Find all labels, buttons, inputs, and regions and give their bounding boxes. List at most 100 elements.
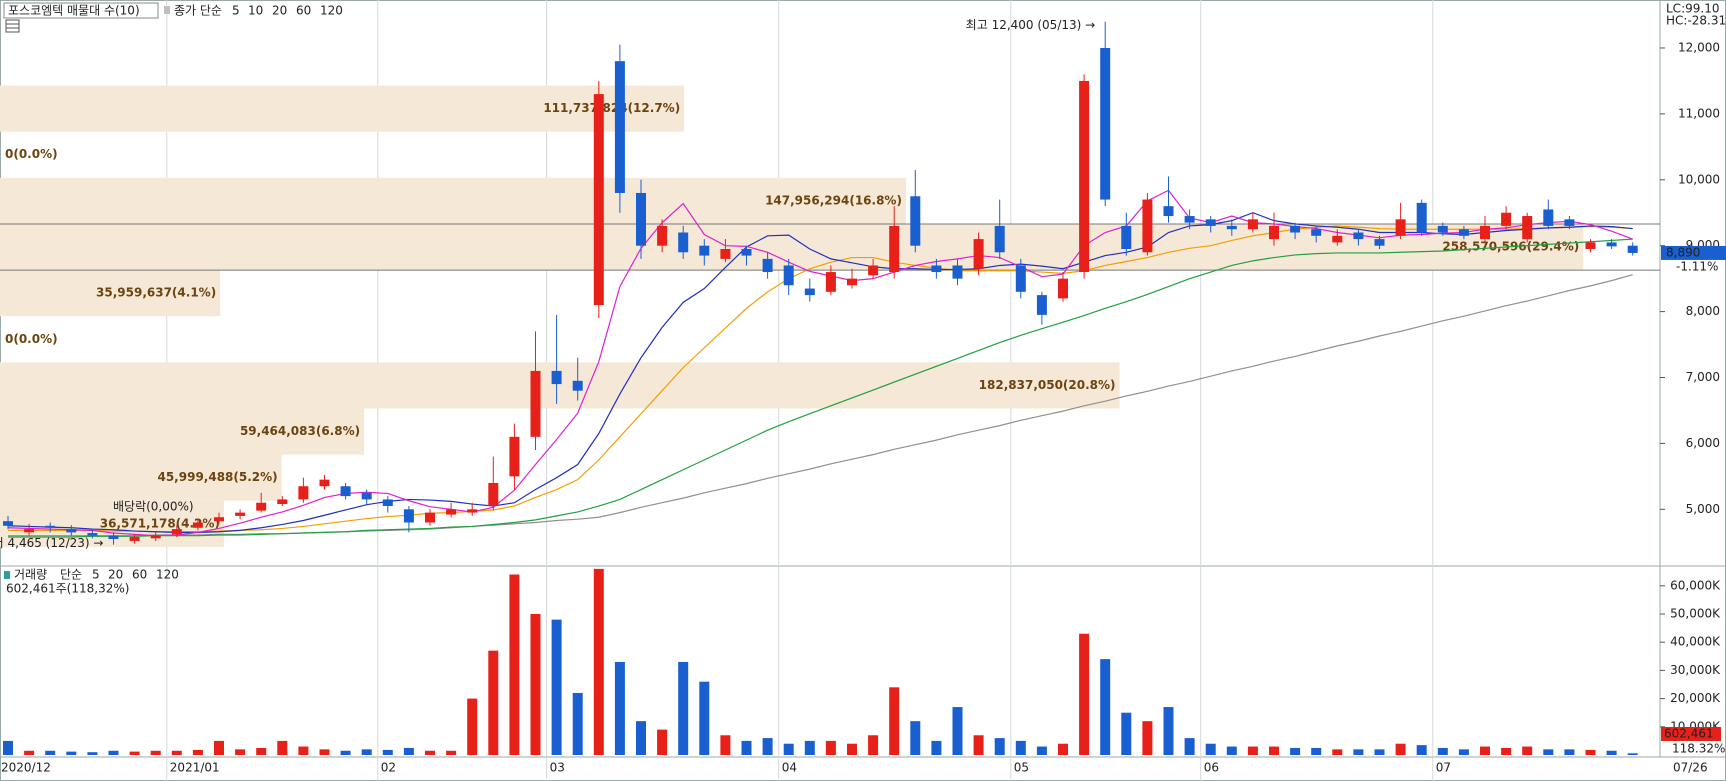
volume-bar [192,749,203,755]
volume-bar [530,613,541,755]
candle-body [1015,265,1026,292]
legend-title: 종가 단순 [174,4,222,18]
volume-bar [509,574,520,755]
candle-body [1522,216,1533,240]
volume-bar [129,751,140,755]
volume-bar [361,749,372,755]
last-volume-box [1661,727,1721,741]
candle-body [1395,219,1406,236]
y-tick-label: 12,000 [1678,40,1720,54]
candle-body [699,245,710,256]
volume-bar [910,721,921,755]
volume-bar [741,740,752,755]
volume-profile-label: 0(0.0%) [5,332,58,346]
x-tick-label: 2020/12 [1,761,51,775]
volume-legend-title: 단순 [60,568,82,582]
x-tick-label: 03 [550,761,565,775]
y-tick-label: 7,000 [1686,370,1720,384]
x-tick-label: 06 [1204,761,1219,775]
candle-body [1226,225,1237,230]
candle-body [150,535,161,539]
y-tick-label: 10,000 [1678,172,1720,186]
x-tick-label: 2021/01 [170,761,220,775]
candle-body [1290,225,1301,233]
candle-body [24,529,35,533]
volume-profile-bar [0,362,1120,409]
candle-body [1501,212,1512,226]
candle-body [1184,216,1195,223]
legend-swatch [4,571,10,579]
last-ratio-label: 118.32% [1672,742,1725,756]
volume-profile-bar [0,85,685,132]
candle-body [636,192,646,246]
candle-body [1606,242,1617,247]
y-tick-label: 20,000K [1670,691,1721,705]
volume-bar [1205,743,1216,755]
legend-entry: 60 [132,568,147,582]
candle-body [1247,219,1258,230]
change-label: -1.11% [1676,259,1718,273]
candle-body [298,486,309,500]
volume-bar [1311,747,1322,755]
volume-bar [45,750,56,755]
candle-body [1100,47,1111,200]
volume-bar [1269,746,1279,755]
volume-bar [1522,746,1533,755]
ma-line [8,225,1633,533]
low-annotation: 최저 4,465 (12/23) → [0,536,104,550]
candle-body [108,535,119,539]
volume-bar [804,740,815,755]
y-tick-label: 60,000K [1670,578,1721,592]
candle-body [1142,199,1153,253]
volume-bar [1142,721,1153,755]
candle-body [1437,225,1448,233]
legend-entry: 120 [320,4,343,18]
candle-body [256,502,267,511]
candle-body [361,492,372,500]
volume-profile-label: 35,959,637(4.1%) [96,286,216,300]
calendar-icon[interactable] [5,19,20,33]
volume-bar [593,568,604,755]
legend-swatch [164,6,170,14]
x-tick-label: 02 [381,761,396,775]
x-tick-label: 05 [1014,761,1029,775]
candle-body [741,248,752,256]
volume-profile-label: 182,837,050(20.8%) [979,378,1116,392]
volume-bar [1332,749,1343,755]
candle-body [66,529,77,533]
candle-body [235,512,246,516]
volume-bar [994,738,1005,755]
volume-bar [1290,747,1301,755]
candle-body [868,265,879,276]
candle-body [720,248,731,259]
candle-body [657,225,668,246]
volume-bar [1395,743,1406,755]
candle-body [804,288,815,296]
candle-body [488,482,499,507]
candle-body [425,512,435,523]
x-tick-label: 07 [1436,761,1451,775]
candle-body [572,380,583,391]
hc-label: HC:-28.31 [1666,14,1726,28]
candle-body [973,239,984,269]
volume-bar [1501,747,1512,755]
volume-bar [171,750,182,755]
volume-bar [699,681,710,755]
volume-bar [1585,749,1596,755]
legend-entry: 10 [248,4,263,18]
candle-body [783,265,794,286]
candle-body [1585,242,1596,249]
candle-body [1332,235,1343,243]
last-price-label: 8,890 [1666,245,1700,259]
volume-bar [1058,743,1068,755]
volume-bar [657,729,668,755]
candle-body [1269,225,1279,240]
candle-body [319,479,330,487]
y-tick-label: 50,000K [1670,606,1721,620]
candle-body [45,525,56,528]
volume-bar [868,735,879,755]
lc-label: LC:99.10 [1666,2,1719,16]
y-tick-label: 5,000 [1686,502,1720,516]
volume-bar [1416,745,1427,755]
volume-profile-label: 147,956,294(16.8%) [765,193,902,207]
